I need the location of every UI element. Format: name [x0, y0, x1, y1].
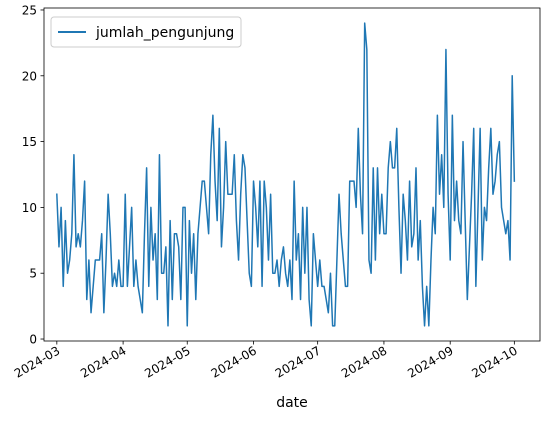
y-tick-label: 0: [29, 333, 37, 347]
y-tick-label: 15: [22, 135, 37, 149]
legend-label: jumlah_pengunjung: [95, 25, 234, 41]
series-layer: [56, 22, 516, 327]
plot-frame: [43, 7, 541, 342]
y-tick-label: 10: [22, 201, 37, 215]
x-axis-label: date: [276, 395, 308, 411]
y-axis: 0 5 10 15 20 25: [22, 3, 44, 347]
series-line: [56, 22, 516, 327]
y-tick-label: 20: [22, 69, 37, 83]
y-tick-label: 5: [29, 267, 37, 281]
legend-box: [50, 16, 242, 48]
y-tick-label: 25: [22, 3, 37, 17]
legend: jumlah_pengunjung: [50, 16, 242, 48]
